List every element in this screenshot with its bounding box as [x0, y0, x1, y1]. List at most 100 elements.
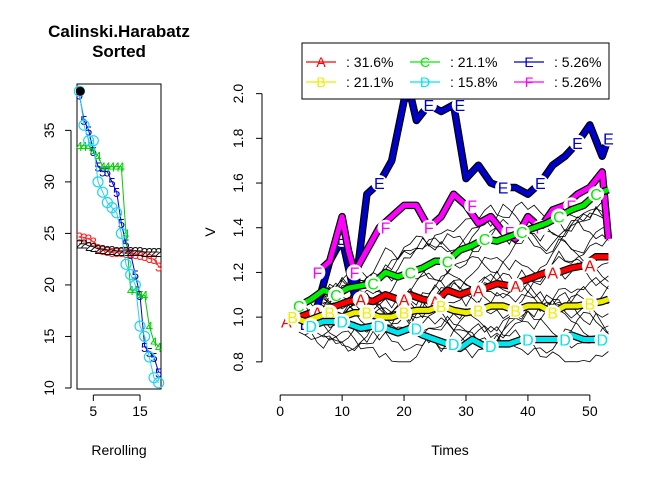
series-E-marker	[569, 134, 586, 151]
left-point-circle	[115, 227, 127, 240]
legend-letter: C	[420, 54, 430, 70]
legend-box	[301, 42, 610, 100]
left-point-label: 4	[104, 159, 111, 174]
series-C-point-label: C	[516, 225, 528, 242]
left-point-label: 2	[94, 242, 101, 257]
left-point-circle	[125, 269, 137, 281]
left-point-circle	[139, 330, 151, 343]
right-series-group: EEEEEEEEEFFFFFFFFCCCCCCCCCAAAAAAAAABBBBB…	[278, 89, 617, 356]
series-B-marker	[581, 295, 598, 312]
left-point-label: 2	[76, 237, 83, 252]
left-point-label: 4	[113, 159, 120, 174]
series-B-point-label: B	[324, 306, 335, 323]
series-D-point-label: D	[522, 332, 534, 349]
series-E-point-label: E	[535, 176, 546, 193]
series-F-marker	[377, 219, 394, 236]
right-x-tick-label: 0	[276, 403, 284, 419]
series-C-marker	[365, 275, 382, 292]
left-point-label: 4	[136, 288, 143, 303]
right-y-tick-label: 1.4	[230, 218, 246, 238]
series-C-marker	[588, 186, 605, 203]
series-B-point-label: B	[473, 303, 484, 320]
left-point-circle	[83, 135, 95, 147]
left-point-label: 2	[108, 243, 115, 258]
legend: A: 31.6% C: 21.1% E: 5.26% B: 21.1% D: 15.8%…	[301, 42, 610, 100]
legend-item-D: D: 15.8%	[410, 74, 497, 90]
series-B-point-label: B	[436, 299, 447, 316]
left-point-label: 4	[118, 159, 125, 174]
left-point-label: 2	[141, 245, 148, 260]
series-B-marker	[284, 309, 301, 326]
left-series-line	[78, 91, 160, 384]
legend-item-C: C : 21.1%	[410, 54, 497, 70]
left-point-label: 3	[122, 246, 129, 261]
left-title-line: Calinski.Harabatz	[48, 22, 190, 41]
legend-percent: : 5.26%	[554, 54, 601, 70]
right-x-tick-label: 50	[582, 403, 598, 419]
left-point-label: 3	[141, 249, 148, 264]
series-A-point-label: A	[473, 283, 484, 300]
legend-item-F: F: 5.26%	[514, 74, 601, 90]
right-y-axis-label: V	[202, 227, 218, 237]
series-B-marker	[544, 304, 561, 321]
legend-item-B: B: 21.1%	[306, 74, 393, 90]
series-D-point-label: D	[336, 315, 348, 332]
series-E-point-label: E	[423, 98, 434, 115]
left-point-label: 2	[146, 245, 153, 260]
right-y-tick-label: 2.0	[230, 84, 246, 104]
series-B-point-label: B	[287, 310, 298, 327]
series-D-marker	[303, 318, 320, 335]
series-D-marker	[371, 318, 388, 335]
series-E-marker	[600, 130, 617, 147]
left-point-label: 2	[122, 244, 129, 259]
left-point-label: 5	[113, 185, 120, 200]
series-E-marker	[371, 175, 388, 192]
left-point-label: 3	[132, 247, 139, 262]
series-A-point-label: A	[355, 292, 366, 309]
left-point-label: 5	[118, 216, 125, 231]
left-point-label: 3	[118, 245, 125, 260]
right-y-tick-label: 1.0	[230, 307, 246, 327]
left-y-tick-label: 35	[41, 122, 57, 138]
left-point-label: 5	[136, 288, 143, 303]
right-y-tick-label: 1.8	[230, 128, 246, 148]
left-point-label: 2	[80, 237, 87, 252]
series-C-point-label: C	[330, 288, 342, 305]
left-series-line	[79, 145, 160, 348]
series-D-point-label: D	[305, 319, 317, 336]
legend-percent: : 21.1%	[450, 54, 497, 70]
left-start-point	[75, 86, 85, 96]
series-C-point-label: C	[479, 232, 491, 249]
left-point-label: 4	[76, 139, 83, 154]
legend-percent: : 5.26%	[554, 74, 601, 90]
series-D-marker	[519, 331, 536, 348]
series-D-marker	[408, 320, 425, 337]
series-D-marker	[334, 313, 351, 330]
series-C-point-label: C	[590, 187, 602, 204]
left-point-label: 3	[104, 244, 111, 259]
legend-item-E: E : 5.26%	[514, 54, 601, 70]
legend-percent: : 31.6%	[346, 54, 393, 70]
left-point-label: 5	[85, 123, 92, 138]
series-A-marker	[470, 282, 487, 299]
left-point-circle	[143, 351, 155, 363]
series-C-point-label: C	[367, 277, 379, 294]
left-point-label: 3	[94, 241, 101, 256]
left-point-circle	[87, 135, 99, 147]
series-A-marker	[507, 277, 524, 294]
right-x-tick-label: 20	[396, 403, 412, 419]
series-B-marker	[470, 302, 487, 319]
series-F-point-label: F	[381, 221, 391, 238]
left-point-label: 4	[85, 139, 92, 154]
series-F-point-label: F	[467, 198, 477, 215]
series-C-marker	[439, 253, 456, 270]
left-y-tick-label: 20	[41, 277, 57, 293]
series-E-marker	[420, 96, 437, 113]
left-point-circle	[92, 176, 104, 188]
series-F-marker	[464, 197, 481, 214]
background-trajectory	[323, 225, 609, 321]
left-point-label: 5	[122, 237, 129, 252]
legend-letter: E	[524, 54, 533, 70]
left-point-label: 3	[136, 248, 143, 263]
